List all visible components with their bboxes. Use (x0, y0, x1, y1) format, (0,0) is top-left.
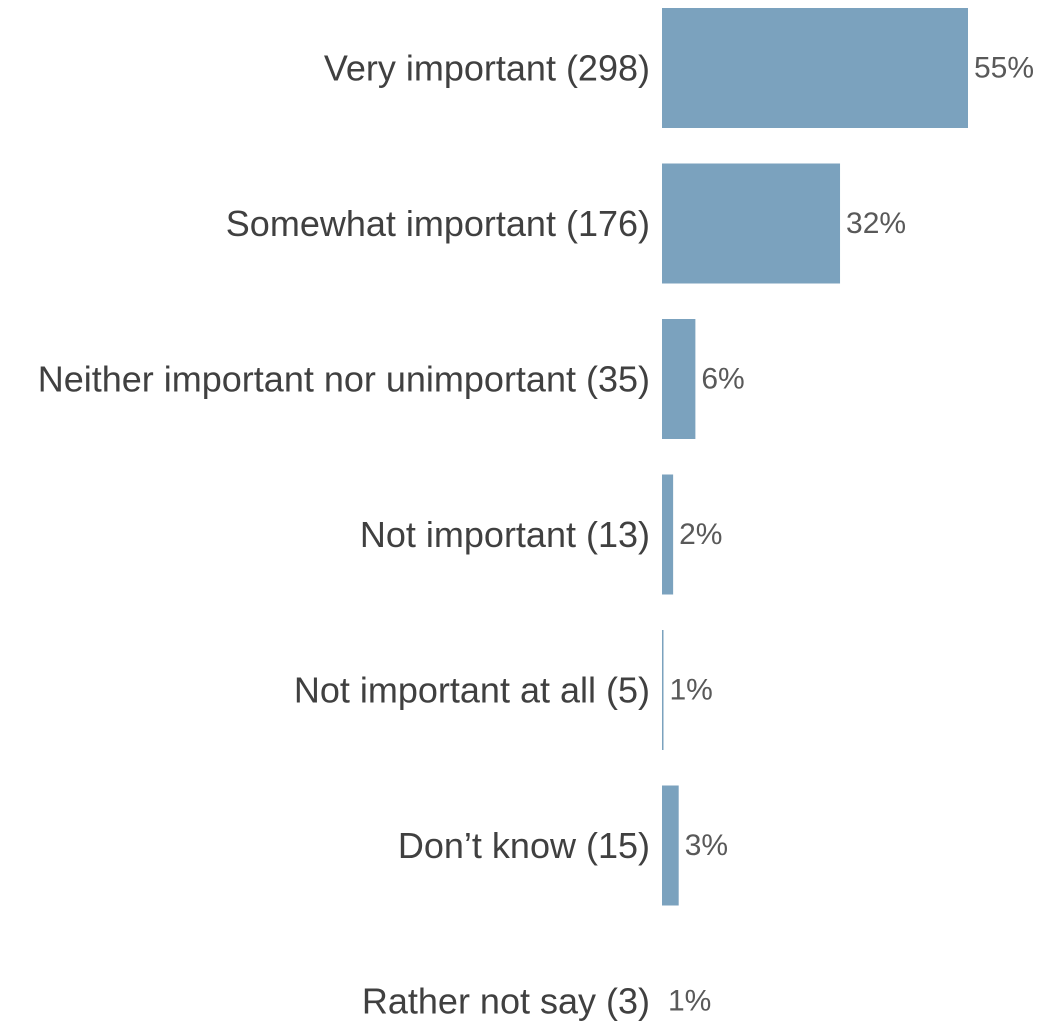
value-label-rather-not-say: 1% (668, 985, 711, 1018)
category-label-not-important: Not important (13) (360, 514, 650, 555)
bar-somewhat-important (662, 163, 841, 284)
value-label-somewhat-important: 32% (846, 207, 906, 240)
value-label-not-important: 2% (679, 518, 722, 551)
value-label-don-t-know: 3% (685, 829, 728, 862)
category-label-very-important: Very important (298) (324, 48, 650, 89)
labels-group: Very important (298) 55% Somewhat importan… (38, 48, 1034, 1021)
bar-don-t-know (662, 785, 679, 906)
category-label-don-t-know: Don’t know (15) (398, 825, 650, 866)
value-label-very-important: 55% (974, 52, 1034, 85)
value-label-neither-important-nor-unimportant: 6% (701, 363, 744, 396)
bar-neither-important-nor-unimportant (662, 319, 696, 439)
bars-group (662, 8, 968, 906)
category-label-neither-important-nor-unimportant: Neither important nor unimportant (35) (38, 359, 650, 400)
bar-very-important (662, 8, 968, 128)
category-label-not-important-at-all: Not important at all (5) (294, 670, 650, 711)
category-label-somewhat-important: Somewhat important (176) (226, 203, 650, 244)
category-label-rather-not-say: Rather not say (3) (362, 981, 650, 1021)
value-label-not-important-at-all: 1% (670, 674, 713, 707)
bar-not-important (662, 474, 674, 595)
bar-not-important-at-all (662, 630, 664, 750)
